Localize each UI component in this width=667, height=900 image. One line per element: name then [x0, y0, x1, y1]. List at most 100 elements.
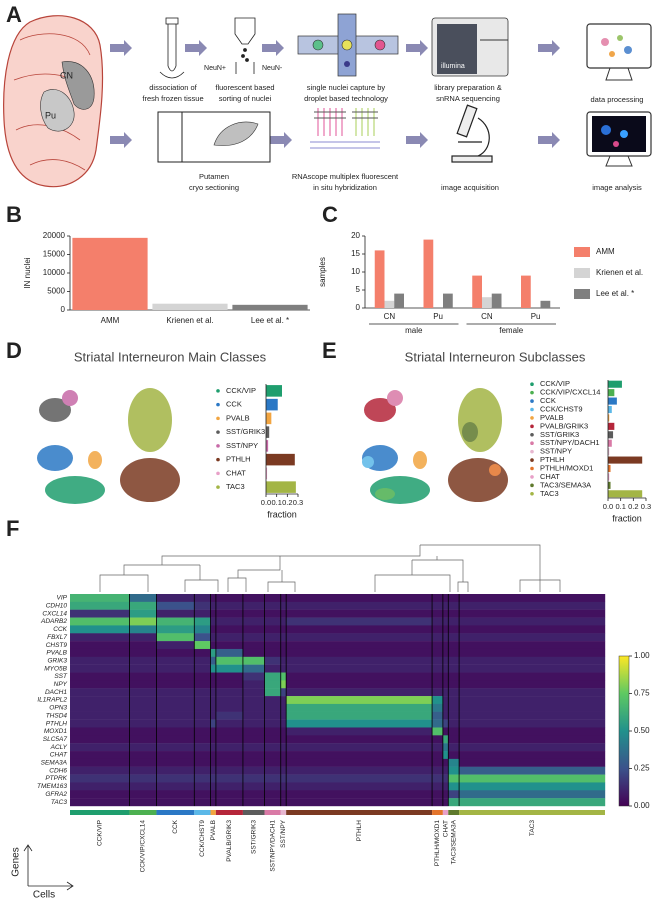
column-color — [194, 810, 211, 815]
heatmap-cell — [129, 711, 157, 720]
heatmap-cell — [432, 609, 444, 618]
heatmap-cell — [432, 774, 444, 783]
heatmap-cell — [286, 743, 433, 752]
monitor-icon — [586, 111, 652, 167]
heatmap-cell — [264, 625, 281, 634]
heatmap-cell — [156, 774, 195, 783]
heatmap-cell — [242, 672, 265, 681]
legend-label: PVALB/GRIK3 — [540, 421, 588, 430]
legend-dot — [530, 441, 534, 446]
heatmap-cell — [448, 625, 460, 634]
heatmap-cell — [210, 727, 217, 736]
step-caption: image acquisition — [441, 183, 499, 192]
heatmap-cell — [432, 719, 444, 728]
heatmap-cell — [264, 758, 281, 767]
heatmap-cell — [70, 798, 130, 807]
heatmap-cell — [210, 774, 217, 783]
heatmap-cell — [210, 648, 217, 658]
heatmap-cell — [129, 696, 157, 705]
heatmap-cell — [264, 672, 281, 681]
legend-label: CCK/VIP/CXCL14 — [540, 388, 600, 397]
heatmap-cell — [70, 672, 130, 681]
column-color — [210, 810, 216, 815]
gene-label: IL1RAPL2 — [37, 697, 67, 704]
brain-folds — [13, 33, 91, 171]
gene-label: VIP — [57, 595, 68, 602]
group-label: female — [499, 326, 524, 335]
heatmap-cell — [442, 790, 449, 799]
heatmap-cell — [286, 711, 433, 720]
workflow-diagram: CN Pu NeuN+ NeuN- illumina — [3, 13, 652, 188]
legend-label: PTHLH — [226, 455, 251, 464]
colorbar-tick-label: 0.25 — [634, 764, 650, 773]
x-tick-label: CN — [384, 312, 396, 321]
heatmap-cell — [242, 696, 265, 705]
heatmap-cell — [448, 633, 460, 642]
heatmap-cell — [70, 711, 130, 720]
gene-label: MYO5B — [44, 665, 67, 672]
heatmap-cell — [210, 672, 217, 681]
column-label: PVALB — [210, 820, 217, 840]
heatmap-cell — [264, 609, 281, 618]
heatmap-cell — [129, 798, 157, 807]
x-tick-label: AMM — [101, 316, 120, 325]
heatmap-cell — [156, 727, 195, 736]
heatmap-cell — [215, 727, 244, 736]
heatmap-cell — [280, 594, 287, 603]
heatmap-cell — [286, 727, 433, 736]
heatmap-cell — [215, 774, 244, 783]
heatmap-cell — [442, 648, 449, 658]
heatmap-cell — [194, 609, 211, 618]
column-label: CCK/VIP — [96, 820, 103, 846]
heatmap-cell — [432, 617, 444, 626]
step-caption: RNAscope multiplex fluorescent — [292, 172, 399, 181]
heatmap-cell — [459, 601, 606, 610]
heatmap-cell — [280, 774, 287, 783]
legend-label: CCK — [226, 400, 242, 409]
column-label: SST/NPY/DACH1 — [269, 820, 276, 872]
legend-dot — [216, 430, 220, 434]
y-tick-label: 10 — [351, 267, 360, 276]
heatmap-cell — [459, 609, 606, 618]
legend-dot — [216, 471, 220, 476]
heatmap-cell — [215, 625, 244, 634]
column-color — [280, 810, 287, 815]
heatmap-cell — [448, 648, 460, 658]
heatmap-cell — [459, 656, 606, 665]
heatmap-cell — [129, 664, 157, 673]
heatmap-cell — [459, 774, 606, 783]
heatmap-cell — [286, 696, 433, 705]
heatmap-cell — [242, 625, 265, 634]
bar — [491, 293, 502, 308]
heatmap-cell — [432, 703, 444, 712]
heatmap-cell — [459, 680, 606, 689]
bar — [608, 464, 611, 473]
bar — [608, 414, 610, 422]
heatmap-cell — [286, 735, 433, 744]
heatmap-cell — [442, 641, 449, 650]
heatmap-cell — [194, 641, 211, 650]
heatmap-cell — [70, 633, 130, 642]
heatmap-cell — [242, 688, 265, 697]
legend-label: CCK/VIP — [540, 379, 570, 388]
heatmap-cell — [448, 680, 460, 689]
bar — [232, 304, 308, 310]
heatmap-cell — [448, 696, 460, 705]
column-label: SST/NPY — [280, 819, 287, 847]
gene-label: CHST9 — [46, 642, 68, 649]
legend-dot — [530, 458, 534, 462]
heatmap-cell — [210, 617, 217, 626]
heatmap-cell — [280, 601, 287, 610]
heatmap-cell — [442, 727, 449, 736]
legend-dot — [216, 444, 220, 448]
gene-label: CDH10 — [46, 602, 68, 609]
heatmap-cell — [156, 766, 195, 775]
heatmap-cell — [70, 601, 130, 610]
heatmap-cell — [129, 601, 157, 610]
heatmap-cell — [264, 688, 281, 697]
x-tick-label: Krienen et al. — [166, 316, 213, 325]
heatmap-cell — [459, 735, 606, 744]
heatmap-cell — [286, 617, 433, 626]
heatmap-cell — [242, 641, 265, 650]
